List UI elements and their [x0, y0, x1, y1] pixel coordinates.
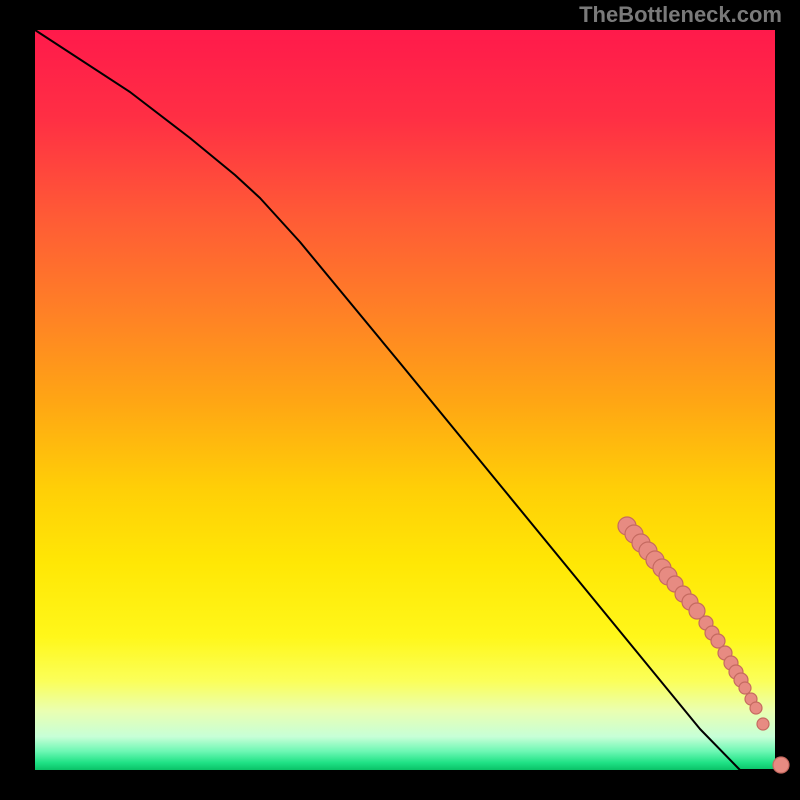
chart-container: TheBottleneck.com — [0, 0, 800, 800]
data-marker — [757, 718, 769, 730]
bottleneck-chart — [0, 0, 800, 800]
data-marker — [773, 757, 789, 773]
watermark-text: TheBottleneck.com — [579, 2, 782, 28]
data-marker — [750, 702, 762, 714]
data-marker — [739, 682, 751, 694]
plot-background — [35, 30, 775, 770]
